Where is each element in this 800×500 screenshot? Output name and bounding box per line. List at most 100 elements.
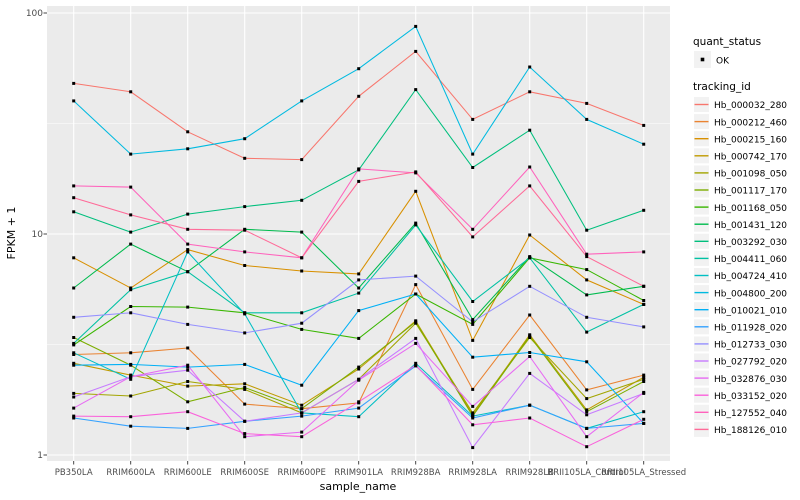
data-point	[72, 351, 76, 355]
data-point	[72, 414, 76, 418]
data-point	[414, 223, 418, 227]
x-tick-label: RRII105LA_Stressed	[601, 468, 686, 478]
data-point	[129, 185, 133, 189]
data-point	[300, 99, 304, 103]
legend-item-label: Hb_004800_200	[714, 289, 787, 299]
data-point	[300, 383, 304, 387]
data-point	[186, 305, 190, 309]
data-point	[414, 24, 418, 28]
data-point	[642, 380, 646, 383]
data-point	[528, 184, 532, 188]
data-point	[471, 152, 475, 156]
data-point	[300, 158, 304, 162]
data-point	[243, 362, 247, 366]
data-point	[243, 402, 247, 406]
data-point	[129, 288, 133, 292]
data-point	[243, 382, 247, 386]
data-point	[528, 90, 532, 94]
legend-item-label: Hb_012733_030	[714, 341, 787, 351]
data-point	[243, 387, 247, 391]
data-point	[357, 291, 361, 295]
data-point	[129, 305, 133, 308]
legend-item-label: Hb_010021_010	[714, 306, 787, 316]
data-point	[186, 426, 190, 430]
data-point	[129, 351, 133, 355]
data-point	[414, 88, 418, 92]
data-point	[528, 128, 532, 132]
data-point	[642, 390, 646, 394]
data-point	[243, 228, 247, 232]
data-point	[186, 250, 190, 254]
data-point	[243, 331, 247, 335]
data-point	[129, 230, 133, 234]
x-tick-label: RRIM901LA	[334, 468, 383, 478]
data-point	[585, 426, 589, 430]
data-point	[72, 81, 76, 85]
data-point	[243, 205, 247, 209]
data-point	[72, 416, 76, 420]
data-point	[471, 338, 475, 342]
data-point	[129, 213, 133, 217]
data-point	[300, 230, 304, 234]
data-point	[357, 309, 361, 313]
data-point	[471, 446, 475, 450]
data-point	[300, 411, 304, 415]
x-axis-title: sample_name	[320, 480, 397, 493]
data-point	[585, 410, 589, 414]
data-point	[471, 414, 475, 418]
data-point	[243, 312, 247, 316]
x-tick-label: RRIM600PE	[278, 468, 326, 478]
data-point	[72, 395, 76, 399]
data-point	[72, 406, 76, 410]
data-point	[585, 397, 589, 401]
data-point	[414, 283, 418, 287]
data-point	[471, 404, 475, 408]
data-point	[186, 410, 190, 414]
data-point	[471, 411, 475, 415]
data-point	[471, 318, 475, 322]
data-point	[72, 341, 76, 345]
data-point	[528, 313, 532, 317]
data-point	[300, 430, 304, 434]
y-tick-label: 100	[26, 9, 43, 19]
data-point	[300, 414, 304, 418]
data-point	[357, 406, 361, 410]
data-point	[528, 165, 532, 169]
data-point	[357, 167, 361, 171]
legend-item-label: Hb_000212_460	[714, 118, 787, 128]
data-point	[243, 432, 247, 436]
data-point	[642, 208, 646, 212]
data-point	[642, 373, 646, 377]
data-point	[129, 242, 133, 246]
data-point	[585, 252, 589, 256]
data-point	[585, 330, 589, 334]
data-point	[357, 415, 361, 419]
data-point	[414, 361, 418, 365]
data-point	[186, 130, 190, 134]
data-point	[72, 353, 76, 356]
chart-graphics: PB350LA RRIM600LA RRIM600LE RRIM600SE RRIM60…	[26, 6, 787, 478]
data-point	[471, 235, 475, 239]
legend-item-label: Hb_188126_010	[714, 426, 787, 436]
data-point	[129, 90, 133, 94]
data-point	[357, 367, 361, 371]
data-point	[357, 365, 361, 369]
x-tick-label: RRIM600LA	[106, 468, 155, 478]
data-point	[471, 387, 475, 391]
data-point	[129, 375, 133, 379]
data-point	[129, 152, 133, 156]
data-point	[186, 400, 190, 404]
data-point	[129, 377, 133, 381]
x-tick-label: RRIM928LB	[505, 468, 554, 478]
data-point	[414, 221, 418, 225]
x-tick-label: PB350LA	[55, 468, 93, 478]
data-point	[585, 117, 589, 121]
data-point	[186, 380, 190, 383]
data-point	[528, 334, 532, 338]
data-point	[528, 355, 532, 358]
legend-item-label: Hb_001168_050	[714, 204, 787, 214]
data-point	[471, 320, 475, 324]
data-point	[528, 403, 532, 407]
data-point	[72, 391, 76, 395]
